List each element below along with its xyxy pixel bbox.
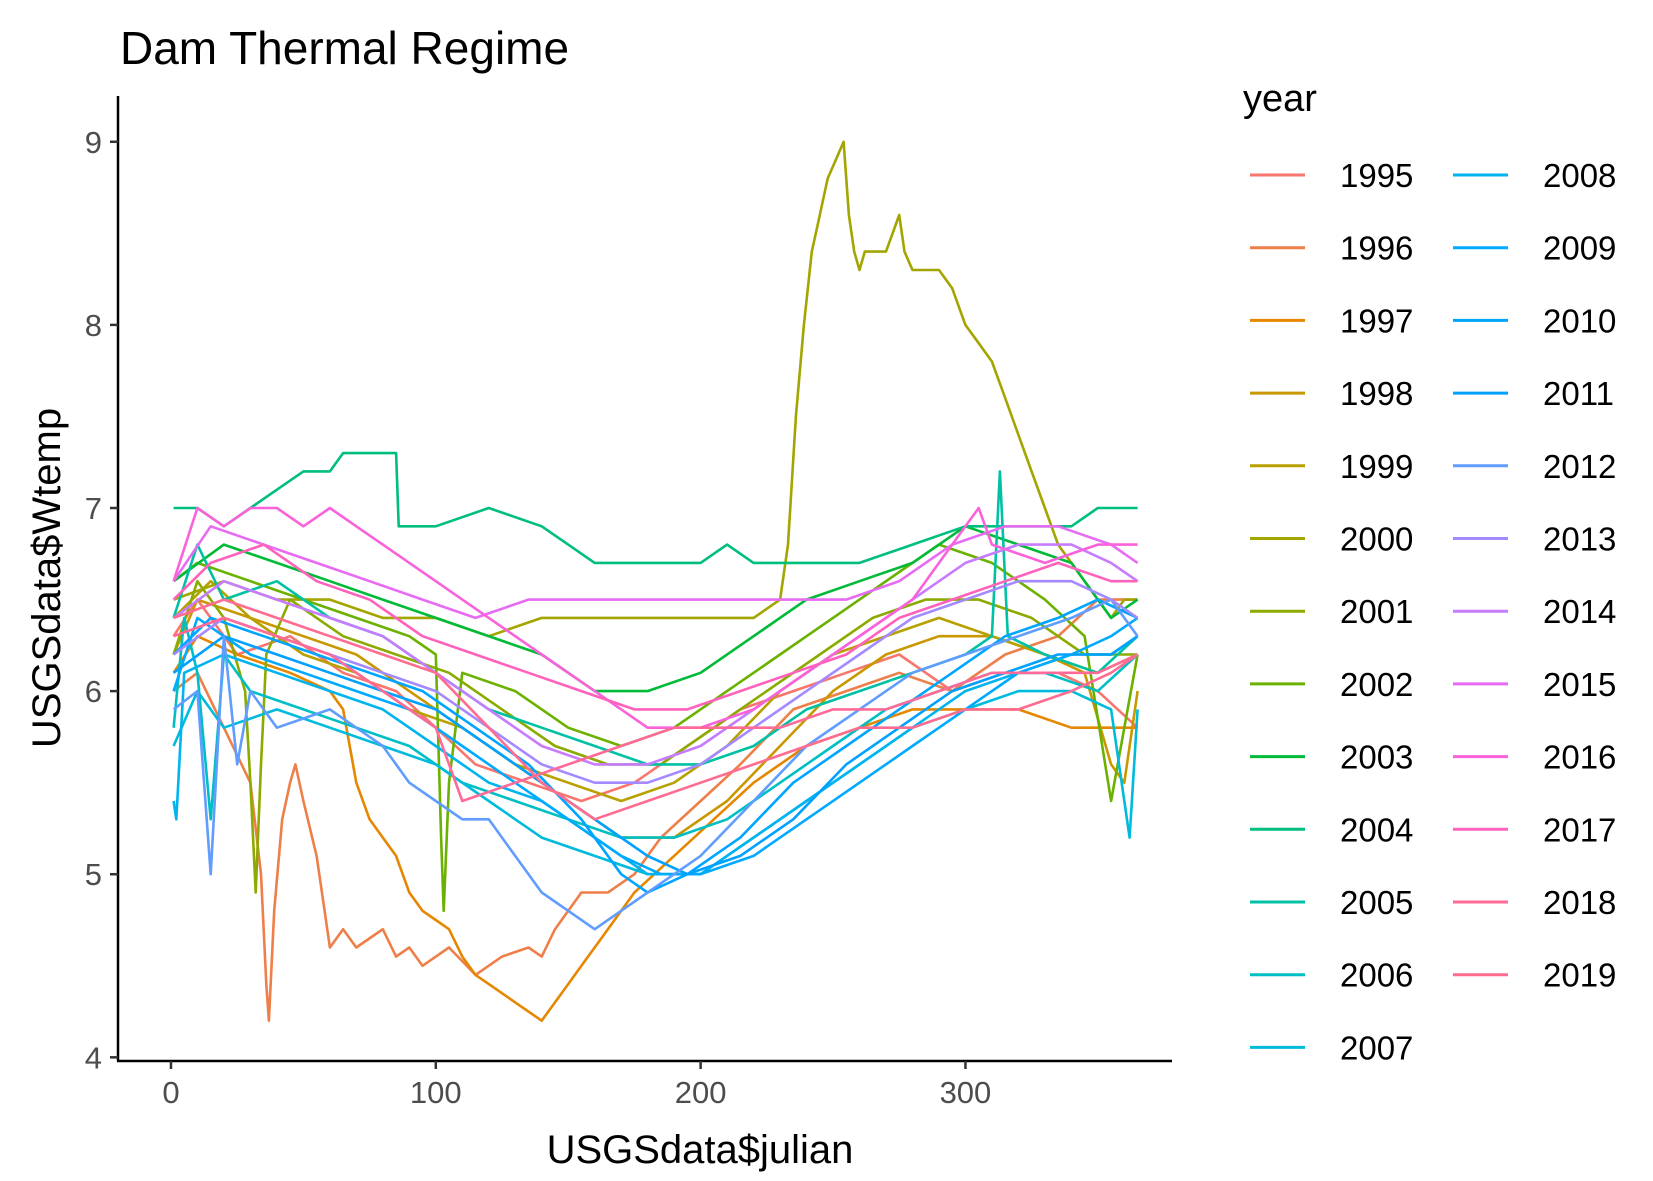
- legend-label-2015: 2015: [1543, 666, 1616, 703]
- series-line-2013: [172, 579, 1139, 784]
- x-tick-label: 200: [675, 1075, 727, 1110]
- y-tick-label: 8: [85, 308, 102, 343]
- series-line-2004: [173, 451, 1138, 565]
- series-line-2010: [172, 598, 1139, 894]
- legend-label-2010: 2010: [1543, 302, 1616, 339]
- legend: year 1995 1996 1997 1998 1999 2000 2001 2002 200…: [1243, 78, 1616, 1066]
- legend-label-1995: 1995: [1340, 157, 1413, 194]
- legend-label-2019: 2019: [1543, 957, 1616, 994]
- x-tick-label: 100: [410, 1075, 462, 1110]
- series-line-2000: [173, 140, 1138, 638]
- legend-label-2009: 2009: [1543, 230, 1616, 267]
- legend-label-2017: 2017: [1543, 811, 1616, 848]
- y-axis-ticks: 4 5 6 7 8 9: [85, 125, 118, 1075]
- legend-label-1999: 1999: [1340, 448, 1413, 485]
- series-line-2019: [173, 598, 1139, 821]
- legend-label-1996: 1996: [1340, 230, 1413, 267]
- y-axis-title: USGSdata$Wtemp: [25, 408, 69, 748]
- series-line-2012: [172, 598, 1139, 931]
- legend-label-2008: 2008: [1543, 157, 1616, 194]
- legend-label-2004: 2004: [1340, 811, 1413, 848]
- series-line-2016: [172, 506, 1138, 729]
- y-tick-label: 4: [85, 1040, 102, 1075]
- series-line-2009: [172, 616, 1139, 876]
- series-line-2001: [172, 579, 1138, 894]
- series-line-1999: [172, 579, 1139, 803]
- legend-label-1997: 1997: [1340, 302, 1413, 339]
- legend-label-2016: 2016: [1543, 739, 1616, 776]
- legend-label-2002: 2002: [1340, 666, 1413, 703]
- legend-label-2003: 2003: [1340, 739, 1413, 776]
- x-tick-label: 300: [940, 1075, 992, 1110]
- series-line-1998: [172, 598, 1139, 839]
- legend-label-2005: 2005: [1340, 884, 1413, 921]
- series-line-2015: [172, 525, 1139, 620]
- y-tick-label: 7: [85, 491, 102, 526]
- legend-label-2000: 2000: [1340, 521, 1413, 558]
- series-line-2011: [172, 634, 1139, 876]
- series-line-2018: [173, 616, 1139, 803]
- y-tick-label: 5: [85, 857, 102, 892]
- x-axis-ticks: 0 100 200 300: [162, 1061, 991, 1110]
- legend-title: year: [1243, 78, 1317, 120]
- legend-label-2018: 2018: [1543, 884, 1616, 921]
- plot-area: [172, 140, 1139, 1022]
- series-line-1996: [172, 598, 1138, 1022]
- y-tick-label: 9: [85, 125, 102, 160]
- x-tick-label: 0: [162, 1075, 179, 1110]
- series-line-2003: [172, 525, 1139, 693]
- legend-label-2011: 2011: [1543, 375, 1614, 412]
- legend-label-2007: 2007: [1340, 1029, 1413, 1066]
- legend-label-1998: 1998: [1340, 375, 1413, 412]
- legend-label-2006: 2006: [1340, 957, 1413, 994]
- x-axis-title: USGSdata$julian: [547, 1128, 854, 1172]
- series-line-2002: [172, 543, 1139, 913]
- legend-label-2001: 2001: [1340, 593, 1413, 630]
- series-line-1997: [172, 634, 1138, 1022]
- series-line-2014: [172, 543, 1139, 766]
- series-line-2017: [172, 543, 1138, 711]
- legend-label-2012: 2012: [1543, 448, 1616, 485]
- legend-label-2013: 2013: [1543, 521, 1616, 558]
- chart-title: Dam Thermal Regime: [120, 22, 569, 74]
- legend-label-2014: 2014: [1543, 593, 1616, 630]
- series-lines: [172, 140, 1139, 1022]
- y-tick-label: 6: [85, 674, 102, 709]
